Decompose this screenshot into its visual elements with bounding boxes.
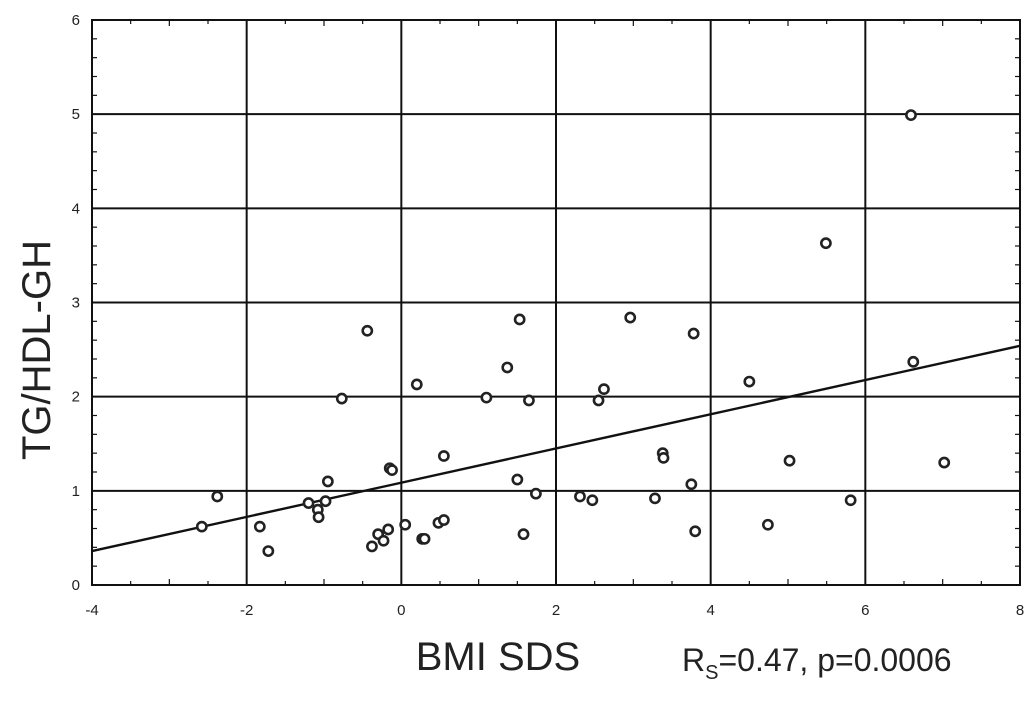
- x-tick-label: 8: [1016, 602, 1024, 619]
- x-tick-label: 6: [861, 602, 869, 619]
- data-point: [624, 311, 637, 324]
- annotation-subscript: S: [705, 662, 718, 684]
- y-tick-label: 5: [72, 106, 80, 123]
- data-point: [335, 392, 348, 405]
- data-point: [523, 394, 535, 407]
- data-point: [649, 492, 661, 505]
- data-point: [513, 313, 526, 326]
- data-point: [195, 520, 208, 533]
- y-tick-label: 6: [72, 12, 80, 29]
- data-point: [382, 523, 395, 536]
- grid-lines: [92, 20, 1020, 585]
- data-point: [689, 525, 702, 538]
- data-point: [938, 456, 951, 469]
- data-point: [586, 494, 599, 507]
- x-tick-label: 2: [552, 602, 560, 619]
- data-point: [819, 237, 832, 250]
- data-point: [437, 450, 450, 462]
- data-point: [386, 464, 398, 477]
- data-points: [195, 109, 951, 557]
- y-tick-label: 3: [72, 295, 80, 312]
- data-point: [529, 487, 542, 500]
- data-point: [211, 490, 224, 503]
- data-point: [253, 520, 266, 533]
- data-point: [592, 394, 605, 407]
- data-point: [501, 361, 514, 374]
- data-point: [511, 473, 524, 486]
- correlation-annotation: RS=0.47, p=0.0006: [682, 642, 952, 684]
- data-point: [262, 545, 275, 557]
- plot-frame: [91, 19, 1021, 586]
- data-point: [574, 490, 586, 503]
- data-point: [361, 324, 374, 337]
- data-point: [377, 534, 390, 547]
- y-axis-title: TG/HDL-GH: [15, 240, 59, 460]
- data-point: [907, 355, 920, 368]
- annotation-values: =0.47, p=0.0006: [718, 642, 951, 678]
- data-point: [783, 454, 796, 467]
- data-point: [312, 511, 325, 524]
- data-point: [319, 495, 332, 508]
- y-tick-label: 0: [72, 577, 80, 594]
- data-point: [437, 514, 450, 526]
- data-point: [761, 518, 774, 531]
- data-point: [687, 327, 700, 340]
- annotation-r: R: [682, 642, 705, 678]
- x-tick-label: -4: [85, 602, 98, 619]
- trend-line-group: [91, 344, 1021, 553]
- x-tick-labels: -4 -2 0 2 4 6 8: [85, 602, 1024, 619]
- data-point: [302, 497, 315, 509]
- y-tick-label: 2: [72, 389, 80, 406]
- y-tick-label: 1: [72, 483, 80, 500]
- data-point: [844, 494, 857, 507]
- data-point: [366, 540, 378, 553]
- x-tick-label: 4: [706, 602, 714, 619]
- data-point: [418, 532, 431, 545]
- data-point: [410, 378, 423, 391]
- data-point: [905, 109, 917, 122]
- data-point: [743, 375, 756, 388]
- x-tick-label: 0: [397, 602, 405, 619]
- regression-line: [91, 344, 1021, 553]
- x-axis-title: BMI SDS: [416, 635, 580, 679]
- data-point: [321, 475, 334, 488]
- data-point: [517, 528, 530, 541]
- data-point: [657, 451, 670, 464]
- y-tick-labels: 0 1 2 3 4 5 6: [72, 12, 80, 594]
- data-point: [598, 383, 610, 396]
- data-point: [480, 391, 493, 404]
- data-point: [685, 478, 698, 491]
- y-tick-label: 4: [72, 200, 80, 217]
- data-point: [399, 518, 412, 531]
- x-tick-label: -2: [240, 602, 253, 619]
